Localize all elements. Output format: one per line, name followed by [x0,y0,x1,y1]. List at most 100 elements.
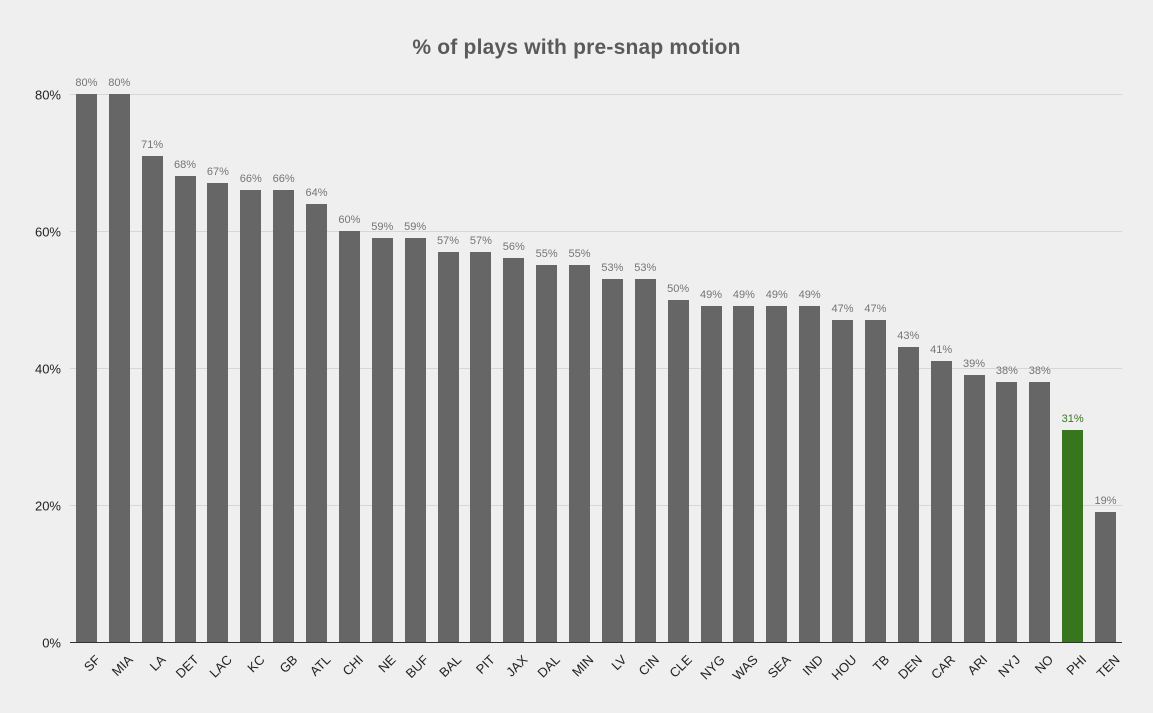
gridline [70,368,1122,369]
x-tick-label: LV [607,652,630,674]
bar-value-label: 47% [831,303,854,316]
x-tick-label: CIN [635,652,662,679]
bar-value-label: 55% [535,248,558,261]
gridline [70,94,1122,95]
bar-det [174,176,196,642]
bar-nyj [996,381,1018,642]
bar-hou [832,320,854,642]
bar-la [141,155,163,642]
x-tick-label: NYG [697,652,728,683]
x-tick-label: SF [80,652,104,675]
x-tick-label: PHI [1063,652,1090,678]
bar-value-label: 53% [634,261,657,274]
x-tick-label: LA [146,652,169,674]
bar-value-label: 38% [995,364,1018,377]
bar-no [1029,381,1051,642]
bar-ind [799,306,821,642]
x-tick-label: IND [799,652,827,679]
bar-sf [75,94,97,642]
bar-min [569,265,591,642]
bar-value-label: 49% [700,289,723,302]
y-tick-label: 60% [34,224,61,240]
bar-tb [864,320,886,642]
bar-value-label: 50% [667,282,690,295]
x-tick-label: LAC [206,652,235,681]
y-tick-label: 40% [34,361,61,377]
x-tick-label: TEN [1093,652,1123,681]
gridline [70,231,1122,232]
bar-value-label: 57% [437,234,460,247]
bar-value-label: 66% [272,172,295,185]
x-tick-label: CAR [927,652,958,683]
bar-value-label: 49% [798,289,821,302]
bar-ne [371,237,393,642]
x-tick-label: DAL [534,652,564,681]
bar-value-label: 68% [174,159,197,172]
bar-phi [1062,429,1084,642]
x-tick-label: DEN [894,652,925,683]
x-tick-label: PIT [472,652,498,677]
bar-den [897,347,919,642]
bar-value-label: 56% [502,241,525,254]
x-tick-label: ARI [964,652,991,678]
bar-value-label: 66% [239,172,262,185]
bar-car [930,361,952,642]
bar-value-label: 59% [404,220,427,233]
x-tick-label: GB [276,652,301,676]
bar-value-label: 38% [1028,364,1051,377]
x-tick-label: TB [869,652,893,675]
bar-value-label: 67% [206,166,229,179]
y-tick-label: 80% [34,87,61,103]
bar-mia [108,94,130,642]
x-tick-label: ATL [306,652,334,679]
bar-value-label: 49% [765,289,788,302]
x-tick-label: WAS [729,652,761,684]
x-axis-line [70,642,1122,643]
x-tick-label: SEA [764,652,794,682]
bar-value-label: 49% [732,289,755,302]
bar-atl [306,203,328,642]
x-tick-label: CLE [666,652,695,681]
bar-value-label: 80% [108,77,131,89]
x-tick-label: JAX [502,652,531,680]
x-tick-label: BUF [402,652,432,681]
bar-value-label: 57% [469,234,492,247]
bar-value-label: 31% [1061,412,1084,425]
bar-jax [503,258,525,642]
bar-gb [273,189,295,642]
bar-ari [963,374,985,642]
bar-kc [240,189,262,642]
plot-area: 0% 20% 40% 60% 80% 80% SF 80% MIA 71% LA 68% DET 67% L… [35,77,1122,683]
bar-cin [634,278,656,642]
bar-value-label: 19% [1094,494,1117,507]
bar-value-label: 60% [338,214,361,226]
bar-value-label: 71% [141,138,164,151]
bar-nyg [700,306,722,642]
y-tick-label: 0% [42,635,61,651]
bar-chi [338,231,360,642]
x-tick-label: MIN [568,652,597,680]
bar-cle [667,299,689,642]
x-tick-label: NE [375,652,399,676]
bar-value-label: 43% [897,330,920,343]
bar-bal [437,251,459,642]
x-tick-label: BAL [436,652,465,680]
bar-value-label: 55% [568,248,591,261]
x-tick-label: MIA [108,652,136,679]
bar-value-label: 80% [75,77,98,89]
y-tick-label: 20% [34,498,61,514]
bar-dal [536,265,558,642]
bar-value-label: 53% [601,261,624,274]
x-tick-label: DET [172,652,202,681]
bar-value-label: 59% [371,220,394,233]
bar-lv [601,278,623,642]
bar-sea [766,306,788,642]
x-tick-label: HOU [828,652,860,684]
bar-value-label: 41% [930,344,953,357]
bar-lac [207,183,229,642]
x-tick-label: NO [1032,652,1057,677]
bar-value-label: 39% [963,357,986,370]
x-tick-label: KC [244,652,268,676]
bar-buf [404,237,426,642]
